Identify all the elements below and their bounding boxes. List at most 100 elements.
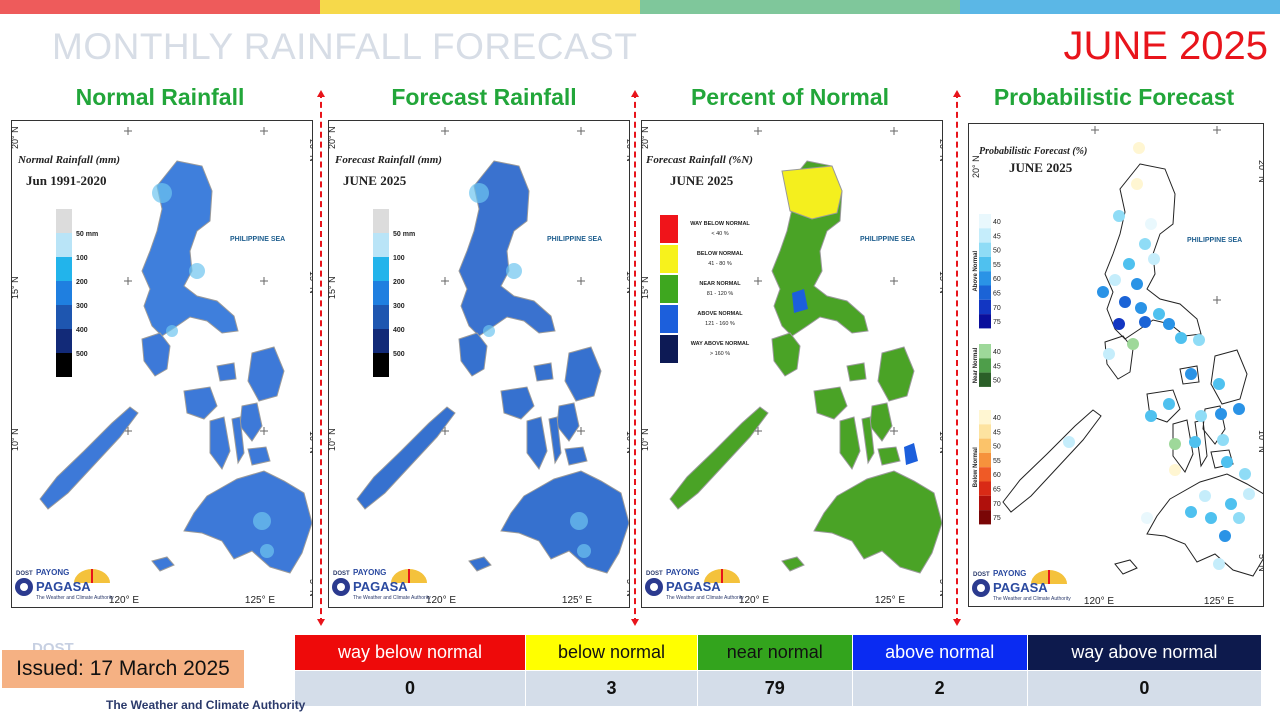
normal-lat-20-right: 20° N <box>308 139 313 162</box>
count-near-normal: 79 <box>697 670 853 707</box>
prob-map-title: Probabilistic Forecast (%) <box>979 146 1087 157</box>
prob-station-dot <box>1195 410 1207 422</box>
prob-station-dot <box>1163 398 1175 410</box>
prob-station-dot <box>1205 512 1217 524</box>
forecast-grid-cross <box>577 277 585 285</box>
prob-sea-label: PHILIPPINE SEA <box>1187 237 1242 244</box>
normal-colorbar-step <box>56 281 72 305</box>
prob-station-dot <box>1145 218 1157 230</box>
percent-sea-label: PHILIPPINE SEA <box>860 236 915 243</box>
prob-station-dot <box>1163 318 1175 330</box>
percent-lat-10-left: 10° N <box>642 428 650 451</box>
map-panel-forecast: 20° N 15° N 10° N 20° N 15° N 10° N 5° N 120° E… <box>328 120 630 608</box>
prob-legend-swatch <box>979 299 991 315</box>
percent-lat-20-left: 20° N <box>642 126 650 149</box>
normal-lat-5-right: 5° N <box>308 579 313 597</box>
prob-legend-value: 60 <box>993 276 1001 283</box>
normal-colorbar-label: 300 <box>76 303 88 310</box>
map-percent-normal: 20° N 15° N 10° N 20° N 15° N 10° N 5° N 120° E… <box>642 121 943 607</box>
count-above-normal: 2 <box>851 670 1028 707</box>
prob-grid-cross <box>1213 126 1221 134</box>
normal-grid-cross <box>124 277 132 285</box>
forecast-colorbar-step <box>373 281 389 305</box>
prob-station-dot <box>1221 456 1233 468</box>
prob-legend-value: 50 <box>993 378 1001 385</box>
prob-legend-swatch <box>979 372 991 387</box>
prob-island-bohol <box>1210 449 1234 469</box>
prob-station-dot <box>1145 410 1157 422</box>
prob-station-dot <box>1135 302 1147 314</box>
normal-colorbar-label: 50 mm <box>76 231 98 238</box>
forecast-map-subtitle: JUNE 2025 <box>343 173 407 188</box>
prob-logo-payong: PAYONG <box>993 569 1026 578</box>
normal-island-samar <box>247 346 285 402</box>
prob-station-dot <box>1199 490 1211 502</box>
forecast-island-mindanao <box>500 470 629 574</box>
forecast-grid-cross <box>441 127 449 135</box>
forecast-rain-patch <box>506 263 522 279</box>
prob-station-dot <box>1217 434 1229 446</box>
prob-station-dot <box>1063 436 1075 448</box>
percent-map-title: Forecast Rainfall (%N) <box>645 154 753 166</box>
normal-islands <box>39 160 312 574</box>
forecast-island-negros <box>526 416 548 470</box>
prob-grid-cross <box>1091 126 1099 134</box>
normal-rain-patch <box>253 512 271 530</box>
panel-heading-normal: Normal Rainfall <box>75 84 245 110</box>
prob-island-mindoro <box>1104 335 1134 380</box>
forecast-island-luzon <box>458 160 556 337</box>
forecast-island-cebu <box>548 416 562 465</box>
prob-legend-value: 40 <box>993 219 1001 226</box>
map-panel-percent: 20° N 15° N 10° N 20° N 15° N 10° N 5° N 120° E… <box>641 120 943 608</box>
prob-legend-swatch <box>979 410 991 425</box>
percent-legend-swatch <box>660 275 678 303</box>
prob-logo-tagline: The Weather and Climate Authority <box>993 596 1071 602</box>
prob-legend-value: 40 <box>993 415 1001 422</box>
normal-logo-payong: PAYONG <box>36 568 69 577</box>
percent-legend-range: 41 - 80 % <box>708 261 732 267</box>
prob-station-dot <box>1127 338 1139 350</box>
percent-logo-payong: PAYONG <box>666 568 699 577</box>
normal-colorbar-step <box>56 257 72 281</box>
prob-legend-swatch <box>979 452 991 468</box>
normal-island-negros <box>209 416 231 470</box>
prob-grid-cross <box>1213 296 1221 304</box>
top-color-bar <box>0 0 1280 14</box>
forecast-sea-label: PHILIPPINE SEA <box>547 236 602 243</box>
prob-legend-swatch <box>979 228 991 243</box>
forecast-month: JUNE 2025 <box>1063 24 1268 68</box>
normal-rain-patch <box>260 544 274 558</box>
normal-colorbar-label: 200 <box>76 279 88 286</box>
map-probabilistic: 20° N 20° N 10° N 5° N 120° E 125° E PHILIPPIN… <box>969 124 1263 606</box>
prob-legend-swatch <box>979 256 991 272</box>
prob-legend-value: 70 <box>993 305 1001 312</box>
percent-legend-swatch <box>660 245 678 273</box>
percent-lat-10-right: 10° N <box>938 431 943 454</box>
prob-legend-value: 75 <box>993 319 1001 326</box>
prob-legend-value: 60 <box>993 472 1001 479</box>
prob-logo-emblem-core <box>977 584 985 592</box>
prob-station-dot <box>1175 332 1187 344</box>
count-way-above-normal: 0 <box>1026 670 1263 707</box>
prob-logo-pagasa: PAGASA <box>993 580 1048 595</box>
normal-logo-tagline: The Weather and Climate Authority <box>36 595 114 601</box>
prob-lat-20-left: 20° N <box>971 155 981 178</box>
percent-island-palawan <box>669 406 769 510</box>
normal-logo-pagasa: PAGASA <box>36 579 91 594</box>
forecast-colorbar-step <box>373 233 389 257</box>
prob-station-dot <box>1131 178 1143 190</box>
normal-grid-cross <box>124 127 132 135</box>
prob-legend-swatch <box>979 314 991 329</box>
prob-legend-value: 65 <box>993 487 1001 494</box>
prob-station-dot <box>1189 436 1201 448</box>
prob-map-subtitle: JUNE 2025 <box>1009 160 1073 175</box>
normal-colorbar-label: 500 <box>76 351 88 358</box>
forecast-colorbar-step <box>373 329 389 353</box>
forecast-island-samar <box>564 346 602 402</box>
prob-legend-value: 70 <box>993 501 1001 508</box>
percent-legend-label: NEAR NORMAL <box>699 281 741 287</box>
prob-legend-group-label: Below Normal <box>973 447 979 487</box>
prob-legend-swatch <box>979 285 991 300</box>
normal-lat-15-right: 15° N <box>308 271 313 294</box>
prob-legend-value: 75 <box>993 515 1001 522</box>
